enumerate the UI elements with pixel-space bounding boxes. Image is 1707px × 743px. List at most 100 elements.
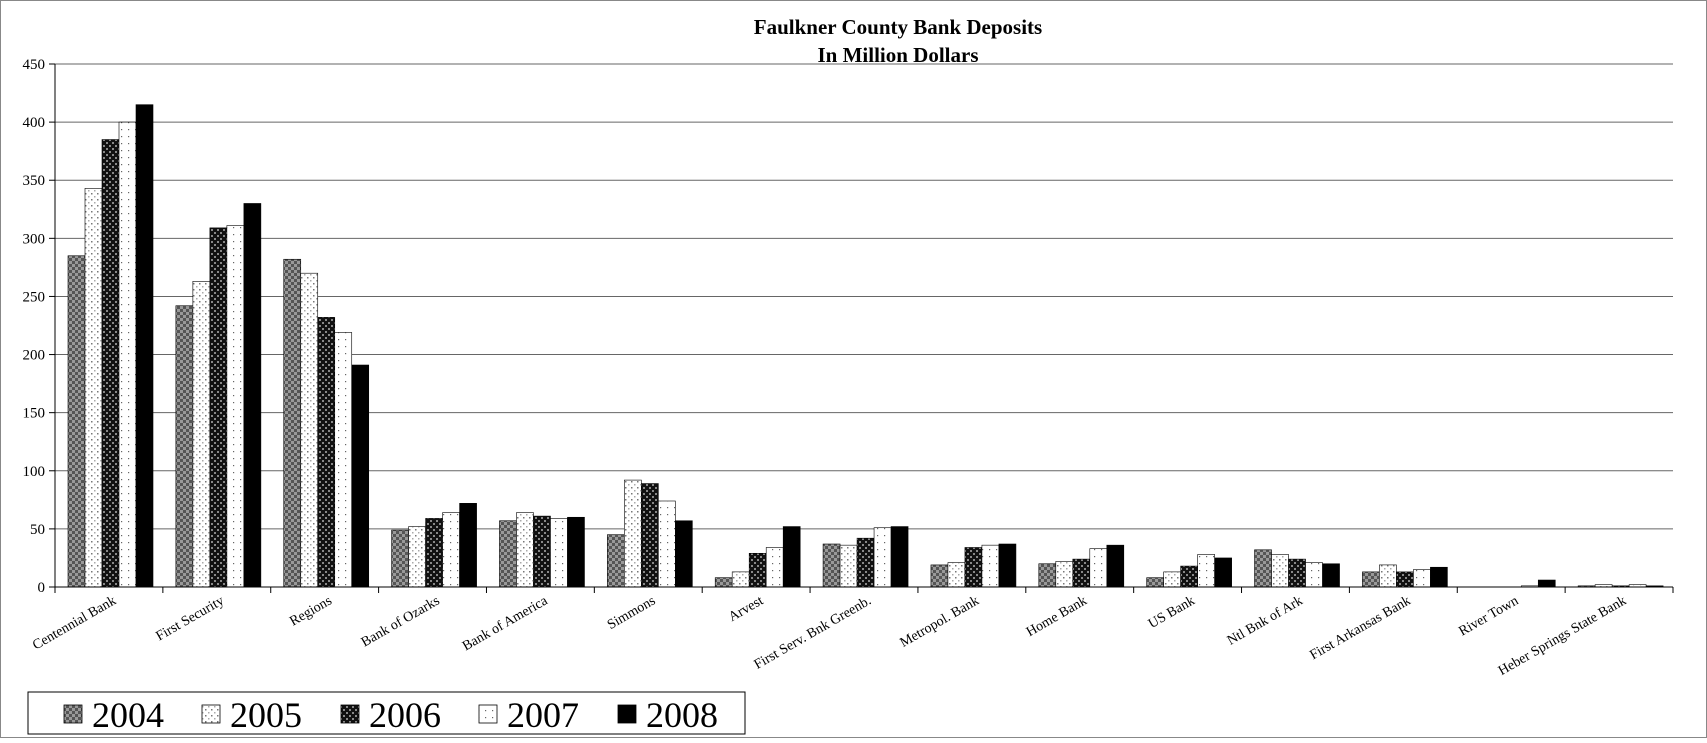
bar-2005-4 [516,512,534,588]
bar-2008-5 [675,520,693,588]
bar-2006-12 [1396,571,1414,588]
bar-2006-10 [1180,565,1198,588]
legend-swatch-2005 [201,704,221,724]
chart-subtitle: In Million Dollars [817,43,978,67]
bar-2005-8 [947,562,966,588]
legend-swatch-2006 [340,704,360,724]
bar-2004-9 [1038,563,1057,588]
bar-2004-11 [1254,549,1272,588]
legend-label-2008: 2008 [646,695,718,735]
y-tick-label: 350 [23,173,46,189]
bar-2004-12 [1362,571,1380,588]
bar-2007-7 [873,527,892,588]
bar-2006-8 [964,547,983,588]
bar-2006-0 [101,139,120,588]
bar-2006-11 [1288,558,1306,588]
bar-2007-2 [334,332,353,588]
bar-2008-4 [567,516,585,588]
bar-2008-0 [135,104,154,588]
x-tick-label: Bank of America [460,593,551,654]
x-tick-label: First Serv. Bnk Greenb. [752,593,874,672]
bar-2005-3 [408,526,426,588]
legend-swatch-2008 [617,704,637,724]
y-axis-ticks: 0 50 100 150 200 250 300 350 400 450 [23,57,55,596]
x-tick-label: Centennial Bank [30,593,119,653]
bar-2007-12 [1413,569,1431,588]
bar-2007-9 [1089,548,1108,588]
y-tick-label: 250 [23,289,46,305]
legend-swatch-2007 [478,704,498,724]
bar-2004-7 [822,543,841,588]
bar-2004-0 [67,255,86,588]
y-tick-label: 150 [23,406,46,422]
bar-2007-1 [226,225,245,588]
bar-2007-10 [1197,554,1215,588]
y-tick-label: 100 [23,464,46,480]
bar-2006-6 [748,552,767,588]
bar-2004-2 [283,258,302,588]
bar-2006-5 [641,483,659,588]
bar-2007-4 [550,518,568,588]
bar-2005-7 [839,544,858,588]
bar-2004-4 [499,520,517,588]
bar-2008-9 [1106,544,1125,588]
bar-2008-12 [1430,566,1448,588]
y-tick-label: 450 [23,57,46,73]
x-tick-label: First Security [154,593,227,644]
axes [54,64,1674,593]
legend-label-2007: 2007 [507,695,579,735]
bar-2007-3 [442,512,460,588]
bar-2007-0 [118,121,137,588]
bar-2008-6 [782,526,801,588]
x-tick-label: Bank of Ozarks [359,593,443,650]
bar-2008-10 [1214,557,1232,588]
bar-2008-2 [351,364,370,588]
y-tick-label: 0 [38,580,46,596]
bars [67,104,1664,588]
bar-2005-10 [1163,571,1181,588]
y-tick-label: 200 [23,348,46,364]
bar-2006-3 [425,518,443,588]
x-axis-labels: Centennial Bank First Security Regions Bank… [30,593,1629,679]
bar-2008-3 [459,503,477,588]
x-tick-label: Arvest [726,593,766,625]
bar-2004-10 [1146,577,1164,588]
bar-2005-6 [731,571,750,588]
y-tick-label: 300 [23,231,46,247]
bar-2008-7 [890,526,909,588]
bar-2004-6 [714,577,733,588]
bar-2004-1 [175,305,194,588]
bar-2006-2 [317,317,336,588]
y-tick-label: 50 [30,522,45,538]
bar-2005-2 [300,272,319,588]
bar-2006-4 [533,515,551,588]
chart-title: Faulkner County Bank Deposits [754,15,1042,39]
bar-2005-1 [192,281,211,588]
legend-label-2006: 2006 [369,695,441,735]
legend-label-2004: 2004 [92,695,164,735]
legend-label-2005: 2005 [230,695,302,735]
x-tick-label: US Bank [1146,593,1198,631]
bar-2006-1 [209,227,228,588]
bar-2008-8 [998,543,1017,588]
bar-2004-8 [930,564,949,588]
y-tick-label: 400 [23,115,46,131]
bar-2005-0 [84,188,103,588]
bar-2006-9 [1072,558,1091,588]
x-tick-label: Regions [287,593,334,629]
bar-2005-11 [1271,554,1289,588]
bar-2005-5 [624,479,642,588]
x-tick-label: Simmons [605,593,658,632]
x-tick-label: Ntl Bnk of Ark [1225,593,1306,648]
legend-swatch-2004 [63,704,83,724]
x-tick-label: Home Bank [1024,593,1090,640]
x-tick-label: First Arkansas Bank [1307,593,1413,663]
bar-2007-5 [658,500,676,588]
bar-2004-3 [391,529,409,588]
bar-2008-13 [1537,579,1556,588]
bar-2004-5 [607,534,625,588]
bar-2007-8 [981,544,1000,588]
x-tick-label: Metropol. Bank [898,593,982,650]
